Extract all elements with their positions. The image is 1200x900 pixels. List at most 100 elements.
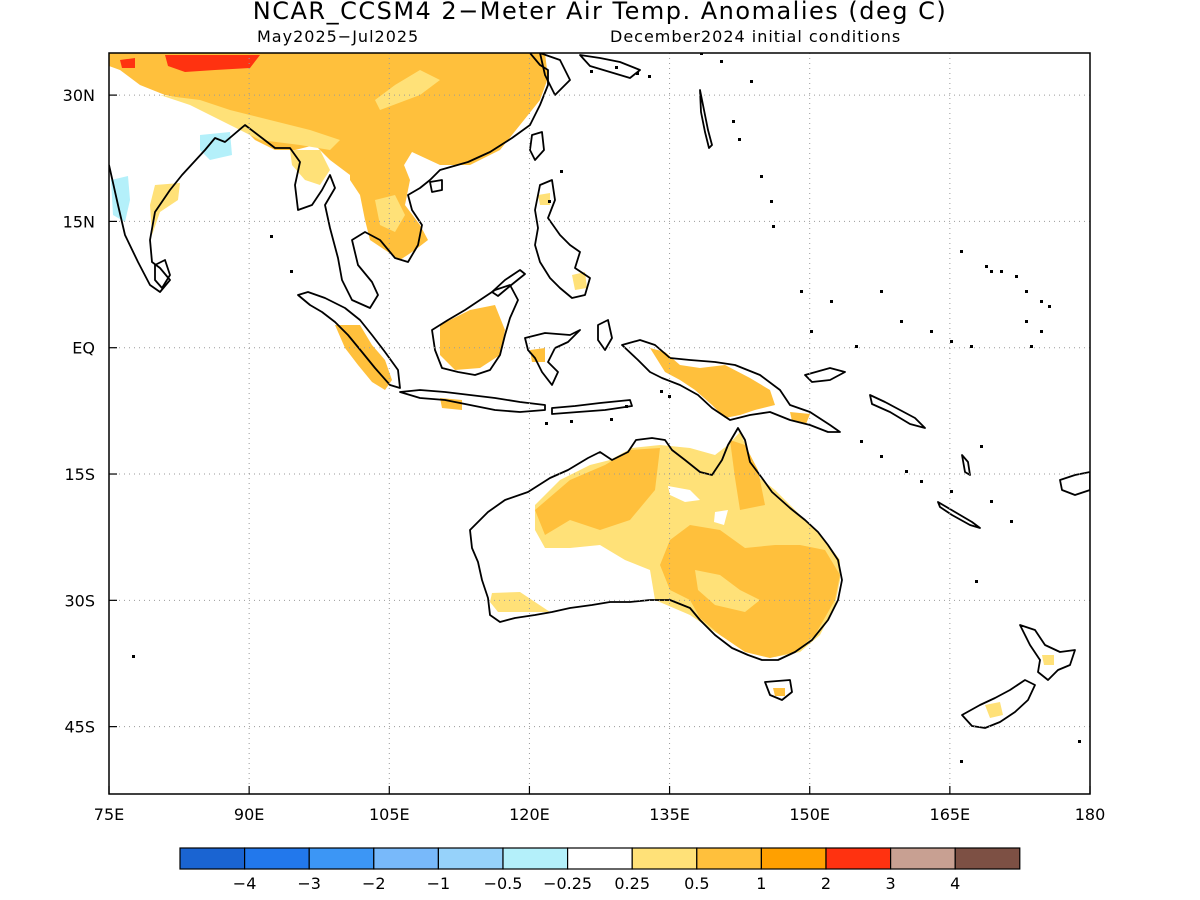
anomaly-shading — [109, 53, 1054, 718]
islet — [905, 470, 908, 473]
islet — [975, 580, 978, 583]
islet — [920, 480, 923, 483]
islet — [720, 60, 723, 63]
anomaly-china — [109, 53, 548, 200]
islet — [830, 300, 833, 303]
islet — [990, 500, 993, 503]
anomaly-nz-south — [985, 702, 1003, 718]
legend-swatch — [696, 847, 762, 870]
legend-label: 0.5 — [684, 874, 709, 893]
legend-swatch — [308, 847, 375, 870]
legend-swatch — [954, 847, 1021, 870]
legend-label: −4 — [233, 874, 257, 893]
islet — [970, 345, 973, 348]
legend-label: 0.25 — [614, 874, 650, 893]
anomaly-sumatra — [335, 325, 392, 390]
islet — [985, 265, 988, 268]
coast-australia — [469, 427, 843, 661]
lon-tick-label: 165E — [930, 805, 971, 824]
islet — [810, 330, 813, 333]
islet — [1040, 330, 1043, 333]
coast-new-britain — [804, 367, 846, 383]
coast-palawan — [491, 269, 526, 297]
legend-swatch — [566, 847, 633, 870]
islet — [772, 225, 775, 228]
islet — [560, 170, 563, 173]
islet — [610, 418, 613, 421]
pacific-islets — [132, 53, 1081, 763]
anomaly-india-w-warm — [150, 183, 180, 235]
islet — [855, 345, 858, 348]
islet — [1025, 290, 1028, 293]
islet — [1000, 270, 1003, 273]
lon-tick-label: 105E — [369, 805, 410, 824]
legend-label: −1 — [427, 874, 451, 893]
legend-swatch — [179, 847, 246, 870]
islet — [738, 138, 741, 141]
legend-swatch — [373, 847, 439, 870]
islet — [548, 200, 551, 203]
coast-sumatra — [297, 291, 401, 389]
coast-new-guinea — [621, 339, 841, 433]
legend-label: −3 — [297, 874, 321, 893]
islet — [590, 70, 593, 73]
islet — [900, 320, 903, 323]
islet — [990, 270, 993, 273]
anomaly-india-w-cool — [111, 176, 130, 222]
lat-tick-label: 30N — [63, 86, 95, 105]
islet — [668, 395, 671, 398]
islet — [750, 80, 753, 83]
anomaly-india-ne — [290, 150, 330, 185]
lat-tick-label: EQ — [72, 339, 95, 358]
anomaly-australia-north — [535, 448, 660, 535]
initial-conditions: December2024 initial conditions — [610, 27, 902, 46]
lon-tick-label: 75E — [94, 805, 124, 824]
anomaly-bengal-cool — [200, 132, 232, 160]
islet — [1040, 300, 1043, 303]
islet — [615, 66, 618, 69]
anomaly-australia-sw — [490, 592, 550, 612]
lon-tick-label: 150E — [789, 805, 830, 824]
islet — [570, 420, 573, 423]
forecast-period: May2025−Jul2025 — [257, 27, 420, 46]
lat-tick-label: 30S — [64, 591, 95, 610]
anomaly-luzon — [538, 193, 550, 205]
anomaly-china-light — [375, 70, 440, 110]
coast-asia-mainland — [109, 53, 549, 309]
islet — [860, 440, 863, 443]
islet — [1078, 740, 1081, 743]
legend-label: 1 — [756, 874, 766, 893]
anomaly-australia-inner-light — [695, 570, 760, 612]
graticule — [108, 53, 1091, 794]
islet — [880, 290, 883, 293]
legend-swatch — [244, 847, 310, 870]
legend-swatch — [825, 847, 892, 870]
map-frame — [108, 52, 1091, 795]
legend-label: −0.25 — [543, 874, 592, 893]
islet — [930, 330, 933, 333]
anomaly-tibet-strong — [165, 55, 260, 72]
legend-swatch — [437, 847, 504, 870]
coast-vanuatu — [961, 454, 971, 476]
islet — [950, 490, 953, 493]
lon-tick-label: 120E — [509, 805, 550, 824]
anomaly-australia-gap2 — [714, 510, 728, 525]
lon-tick-label: 180 — [1075, 805, 1106, 824]
anomaly-nz-north — [1042, 655, 1054, 665]
islet — [270, 235, 273, 238]
islet — [545, 422, 548, 425]
coast-java — [399, 389, 546, 413]
legend-label: 3 — [886, 874, 896, 893]
color-scale-legend: −4 −3 −2 −1 −0.5 −0.25 0.25 0.5 1 2 3 4 — [179, 847, 1021, 893]
islet — [1010, 520, 1013, 523]
islet — [660, 390, 663, 393]
chart-title: NCAR_CCSM4 2−Meter Air Temp. Anomalies (… — [252, 0, 948, 25]
islet — [625, 405, 628, 408]
islet — [980, 445, 983, 448]
coast-lesser-sunda — [551, 399, 633, 415]
legend-swatch — [631, 847, 698, 870]
islet — [648, 75, 651, 78]
islet — [1048, 305, 1051, 308]
islet — [290, 270, 293, 273]
